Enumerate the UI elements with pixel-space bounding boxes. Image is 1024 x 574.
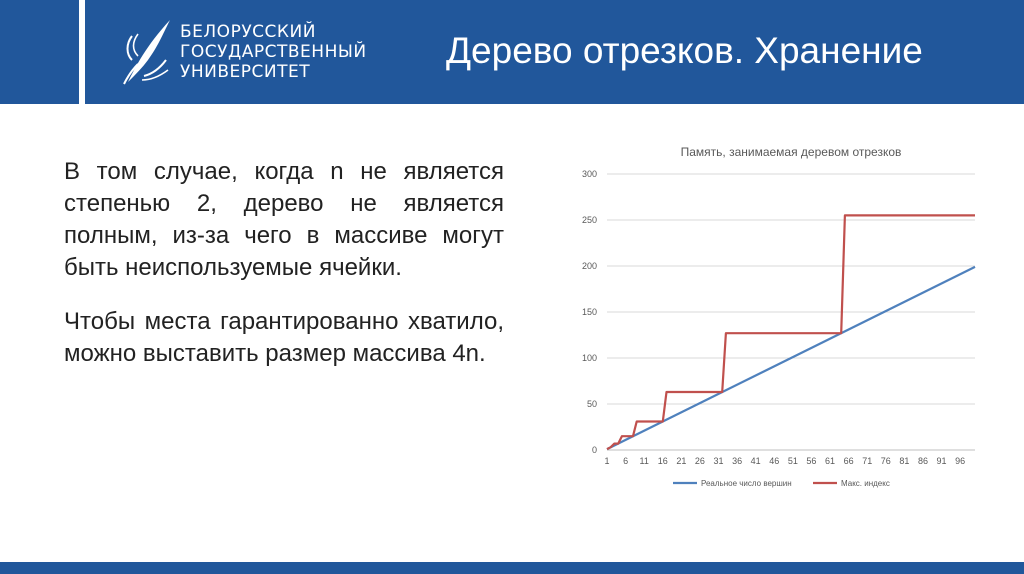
feather-logo-icon xyxy=(123,20,170,85)
footer-bar xyxy=(0,562,1024,574)
y-tick-label: 50 xyxy=(587,399,597,409)
legend-label-1: Реальное число вершин xyxy=(701,479,792,488)
y-tick-label: 150 xyxy=(582,307,597,317)
x-tick-label: 26 xyxy=(695,456,705,466)
y-tick-label: 200 xyxy=(582,261,597,271)
series-line-1 xyxy=(606,265,976,451)
chart-title: Память, занимаемая деревом отрезков xyxy=(681,145,902,159)
x-tick-label: 66 xyxy=(844,456,854,466)
university-line-1: БЕЛОРУССКИЙ xyxy=(180,22,316,42)
x-tick-label: 86 xyxy=(918,456,928,466)
x-tick-label: 96 xyxy=(955,456,965,466)
university-line-3: УНИВЕРСИТЕТ xyxy=(180,62,311,82)
y-tick-label: 0 xyxy=(592,445,597,455)
x-tick-label: 51 xyxy=(788,456,798,466)
x-tick-label: 36 xyxy=(732,456,742,466)
x-tick-label: 41 xyxy=(751,456,761,466)
x-tick-label: 76 xyxy=(881,456,891,466)
header-bar xyxy=(0,0,1024,104)
chart-svg: Память, занимаемая деревом отрезков 0 50 10… xyxy=(582,145,976,488)
university-name: БЕЛОРУССКИЙ ГОСУДАРСТВЕННЫЙ УНИВЕРСИТЕТ xyxy=(180,22,367,82)
x-tick-label: 16 xyxy=(658,456,668,466)
x-tick-label: 61 xyxy=(825,456,835,466)
legend-label-2: Макс. индекс xyxy=(841,479,890,488)
header-divider xyxy=(79,0,85,104)
y-tick-label: 100 xyxy=(582,353,597,363)
x-tick-label: 1 xyxy=(604,456,609,466)
body-paragraph-1: В том случае, когда n не является степен… xyxy=(64,158,504,281)
memory-chart: Память, занимаемая деревом отрезков 0 50 10… xyxy=(555,134,995,494)
x-tick-label: 31 xyxy=(714,456,724,466)
x-tick-label: 56 xyxy=(806,456,816,466)
x-tick-label: 81 xyxy=(899,456,909,466)
x-tick-label: 6 xyxy=(623,456,628,466)
x-tick-label: 46 xyxy=(769,456,779,466)
slide-title: Дерево отрезков. Хранение xyxy=(446,30,923,71)
x-tick-label: 71 xyxy=(862,456,872,466)
y-tick-label: 250 xyxy=(582,215,597,225)
body-paragraph-2: Чтобы места гарантированно хватило, можн… xyxy=(64,308,504,367)
series-line-2 xyxy=(606,214,975,451)
x-tick-label: 91 xyxy=(937,456,947,466)
y-tick-label: 300 xyxy=(582,169,597,179)
x-tick-label: 11 xyxy=(639,456,648,466)
university-line-2: ГОСУДАРСТВЕННЫЙ xyxy=(180,42,367,62)
x-tick-label: 21 xyxy=(676,456,686,466)
slide-body: В том случае, когда n не является степен… xyxy=(64,156,504,392)
